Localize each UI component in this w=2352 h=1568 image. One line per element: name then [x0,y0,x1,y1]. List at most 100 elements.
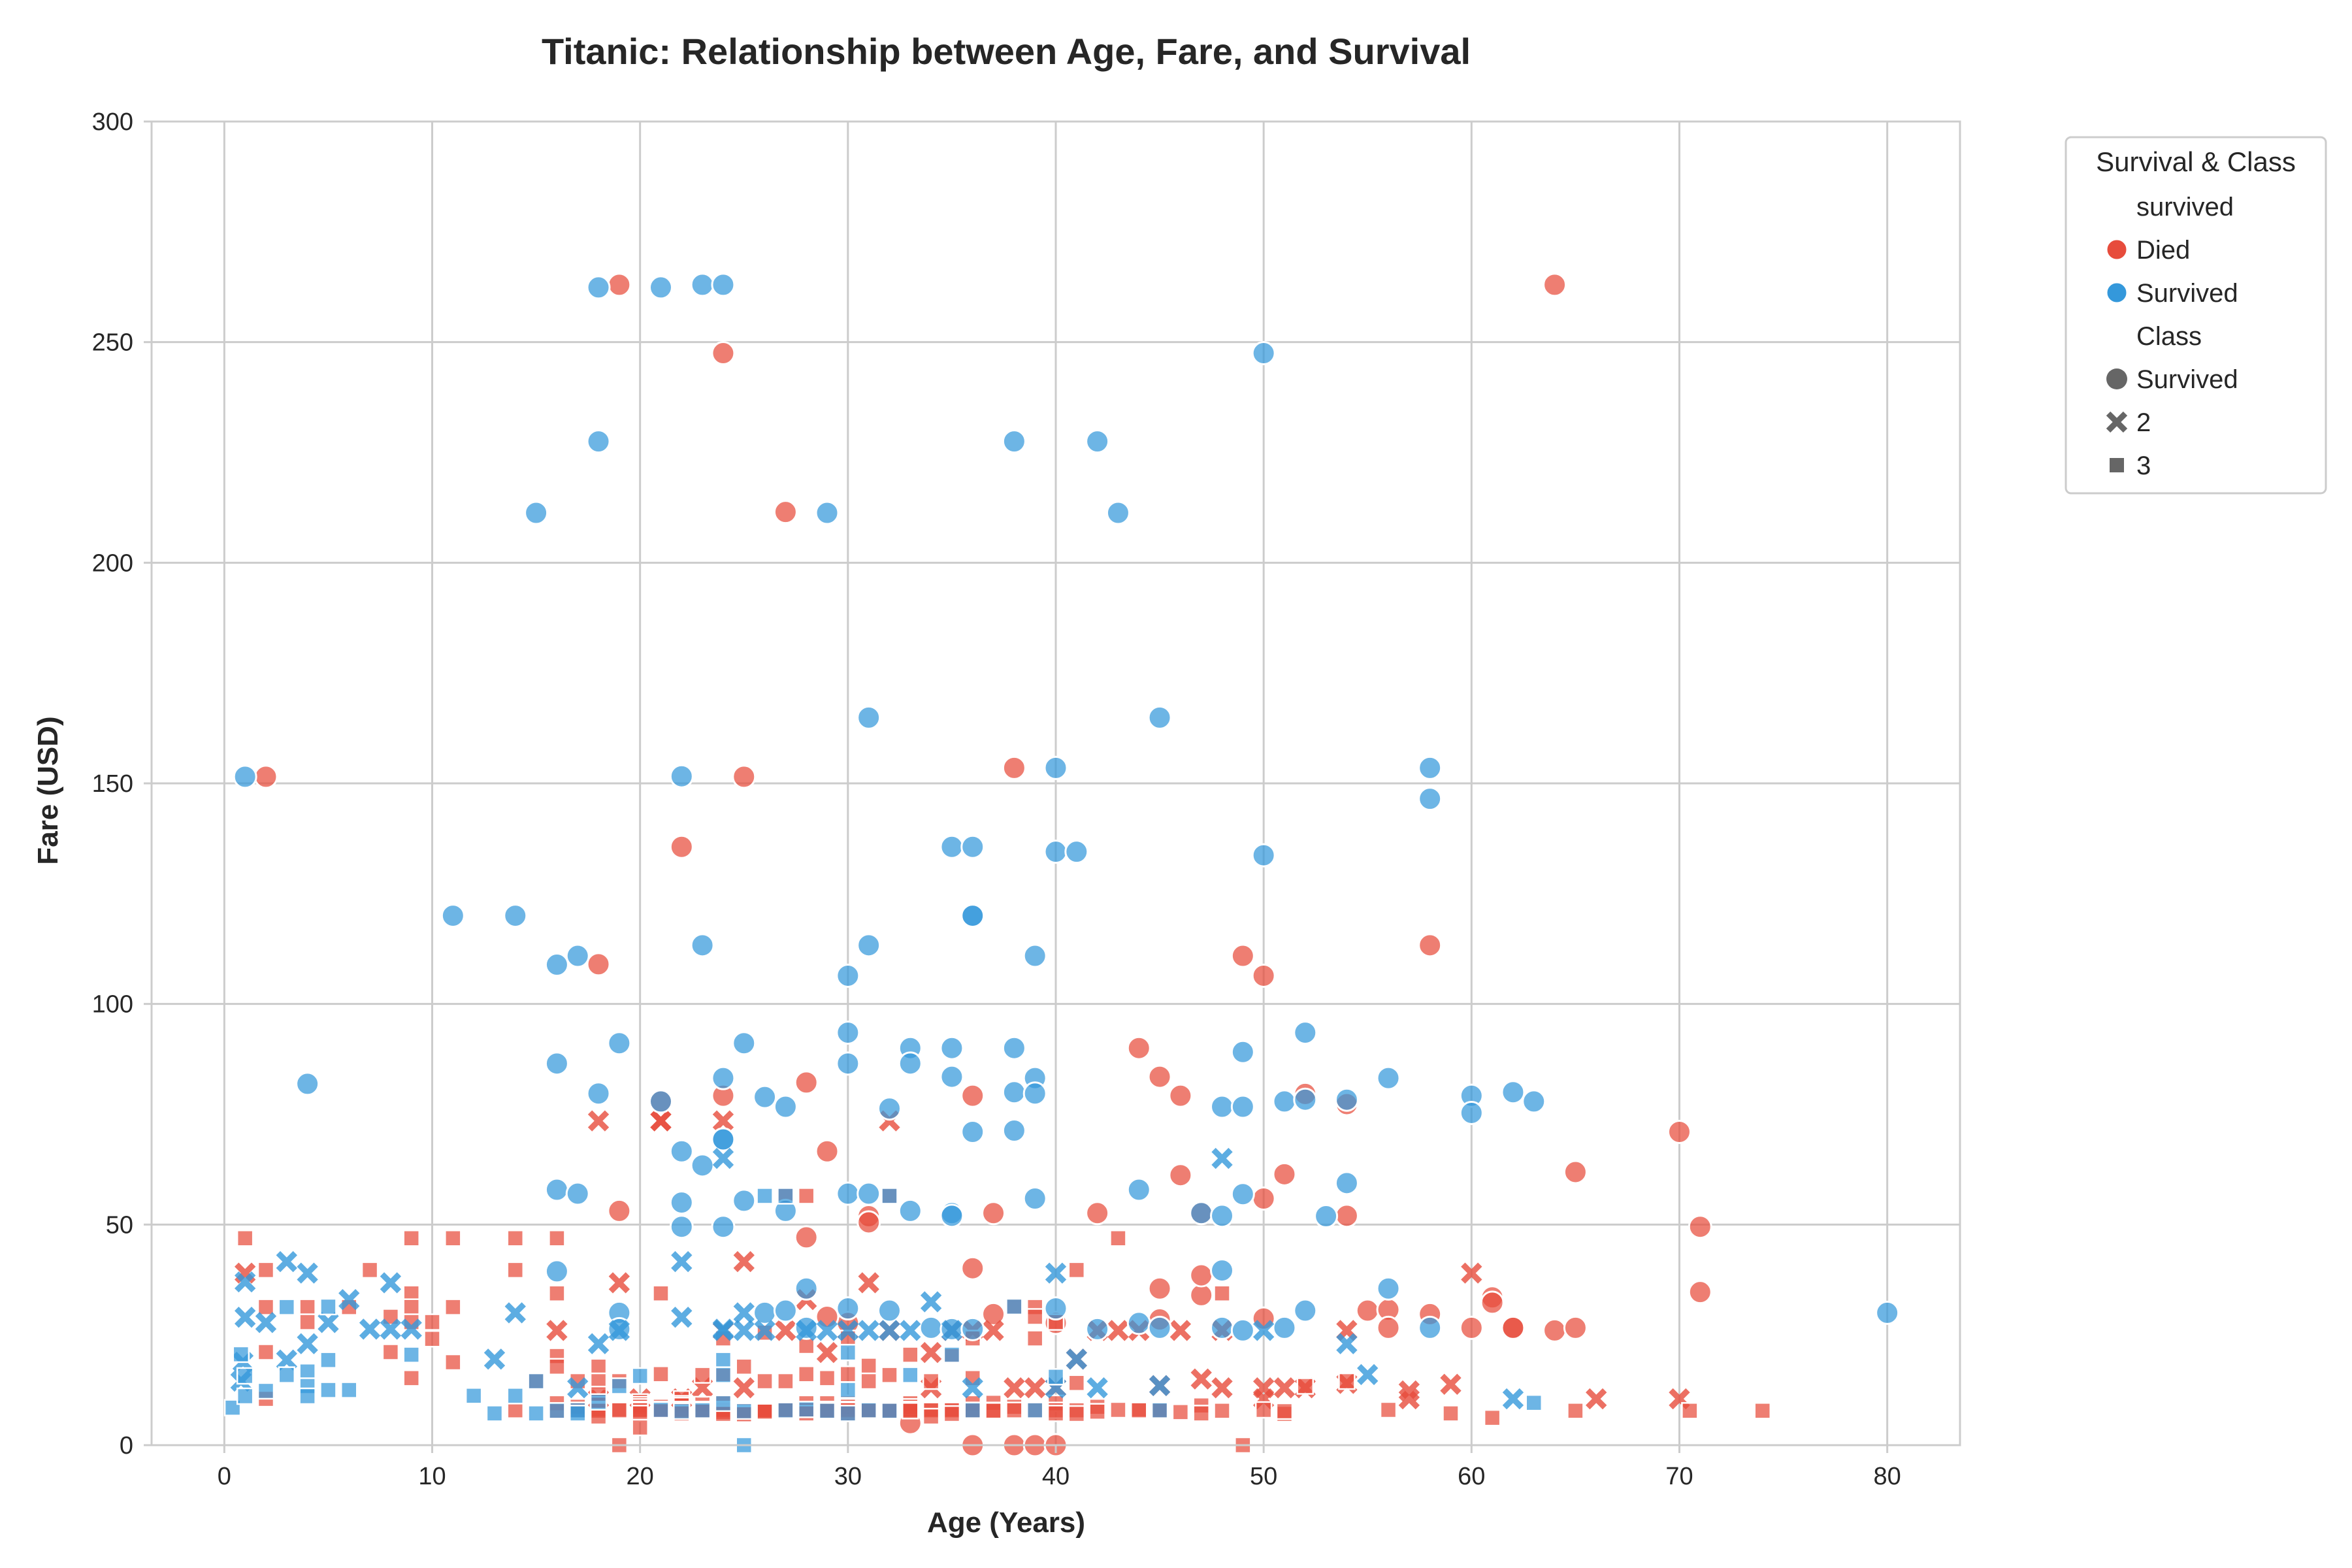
legend-survived-label: Survived [2136,279,2238,308]
died-square-point [922,1372,940,1390]
died-square-point [402,1298,420,1316]
x-tick-label: 0 [218,1463,231,1490]
died-circle-point [253,764,278,789]
died-square-point [1296,1377,1315,1395]
died-square-point [1026,1308,1044,1326]
survived-circle-point [960,904,985,928]
died-square-point [777,1372,794,1390]
died-circle-point [1563,1315,1588,1340]
survived-circle-point [1043,840,1068,864]
died-square-point [693,1366,711,1384]
survived-circle-point [690,933,715,958]
died-square-point [444,1298,462,1316]
survived-square-point [1026,1401,1044,1419]
died-square-point [1109,1401,1127,1419]
survived-circle-point [586,275,611,300]
died-circle-point [1543,1318,1567,1343]
legend-hue-header: survived [2136,193,2234,221]
chart-title: Titanic: Relationship between Age, Fare,… [542,31,1471,72]
legend-died-marker [2105,238,2129,261]
died-x-point [650,1110,672,1132]
survived-circle-point [295,1071,320,1096]
survived-circle-point [836,1181,860,1206]
survived-square-point [714,1366,732,1384]
survived-square-point [860,1401,877,1419]
died-square-point [1275,1402,1294,1420]
died-square-point [1171,1403,1190,1421]
survived-x-point [900,1320,921,1341]
survived-square-point [673,1402,691,1420]
survived-circle-point [1314,1204,1339,1229]
y-tick-label: 150 [92,770,133,798]
survived-circle-point [544,953,569,977]
axis-ticks: 0 10 20 30 40 50 60 70 80 0 50 100 150 200 250 300 [92,108,1901,1490]
x-tick-label: 20 [627,1463,654,1490]
survived-circle-point [1501,1080,1526,1105]
died-square-point [402,1369,420,1387]
survived-x-point [380,1272,402,1294]
legend-square-marker [2110,458,2124,472]
survived-circle-point [544,1051,569,1076]
survived-x-point [1211,1147,1233,1169]
died-circle-point [1688,1215,1712,1239]
died-circle-point [773,500,798,525]
survived-circle-point [711,1215,736,1239]
x-axis-label: Age (Years) [927,1507,1085,1539]
survived-square-point [839,1405,857,1422]
died-square-point [423,1313,441,1331]
survived-x-point [318,1312,339,1333]
survived-x-point [567,1377,589,1399]
survived-square-point [631,1367,649,1385]
survived-square-point [485,1405,504,1422]
died-circle-point [1667,1120,1691,1145]
survived-circle-point [1210,1258,1235,1283]
survived-x-point [754,1320,776,1341]
survived-x-point [712,1320,734,1341]
survived-x-point [297,1262,318,1284]
y-tick-label: 0 [120,1432,133,1460]
survived-circle-point [1064,840,1089,864]
survived-circle-point [919,1315,943,1340]
died-x-point [587,1110,610,1132]
survived-circle-point [648,275,673,300]
died-square-point [589,1358,608,1376]
survived-circle-point [1459,1100,1484,1125]
survived-x-point [276,1349,297,1371]
survived-circle-point [794,1276,819,1301]
survived-circle-point [732,1188,757,1213]
survived-x-point [920,1291,942,1313]
survived-square-point [881,1402,898,1420]
survived-x-point [1149,1375,1171,1397]
survived-circle-point [1002,429,1026,454]
survived-circle-point [1022,943,1047,968]
survived-circle-point [857,933,881,958]
survived-circle-point [1293,1087,1318,1112]
died-square-point [299,1298,316,1316]
survived-circle-point [711,272,736,297]
died-circle-point [815,1139,840,1164]
survived-circle-point [773,1094,798,1119]
died-circle-point [607,272,632,297]
survived-circle-point [1418,755,1443,780]
died-square-point [444,1230,462,1247]
survived-circle-point [1418,1315,1443,1340]
survived-square-point [527,1372,545,1390]
survived-square-point [964,1401,981,1419]
died-circle-point [981,1201,1006,1226]
died-x-point [1273,1377,1296,1399]
survived-square-point [797,1401,815,1418]
survived-circle-point [1126,1177,1151,1202]
legend-died-label: Died [2136,236,2190,265]
died-x-point [1004,1377,1025,1399]
survived-square-point [1005,1298,1023,1316]
died-circle-point [1272,1162,1297,1186]
died-square-point [756,1372,774,1390]
survived-x-point [733,1320,755,1341]
survived-x-point [1357,1364,1379,1386]
died-circle-point [794,1225,819,1250]
survived-circle-point [836,963,860,988]
died-circle-point [1085,1201,1110,1226]
died-square-point [922,1407,940,1426]
died-square-point [236,1230,254,1247]
